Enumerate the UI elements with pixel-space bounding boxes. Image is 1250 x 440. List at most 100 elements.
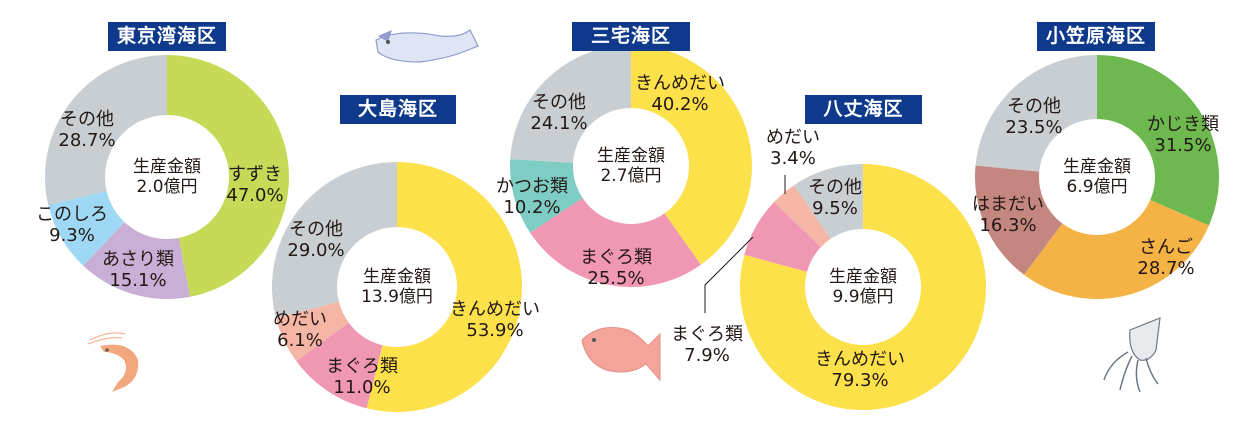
donut-slice <box>83 222 191 299</box>
slice-value: 9.5% <box>812 198 858 219</box>
center-label-line: 2.0億円 <box>136 177 198 197</box>
slice-category: すずき <box>228 164 282 185</box>
slice-value: 10.2% <box>503 197 561 218</box>
slice-value: 47.0% <box>226 185 284 206</box>
center-label-line: 6.9億円 <box>1066 177 1128 197</box>
slice-label: めだい 6.1% <box>273 309 327 351</box>
donut-slice <box>1097 55 1219 226</box>
slice-category: その他 <box>808 177 862 198</box>
slice-category: まぐろ類 <box>326 356 398 377</box>
slice-label: その他 23.5% <box>1005 96 1062 138</box>
slice-label: その他 24.1% <box>530 92 587 134</box>
slice-value: 28.7% <box>58 130 116 151</box>
slice-category: その他 <box>1007 96 1061 117</box>
center-label-line: 2.7億円 <box>600 166 662 186</box>
slice-category: あさり類 <box>102 249 174 270</box>
donut-slice <box>773 185 831 247</box>
donut-slice <box>45 55 167 205</box>
slice-category: きんめだい <box>450 299 540 320</box>
slice-label: すずき 47.0% <box>226 164 283 206</box>
slice-category: このしろ <box>36 204 108 225</box>
slice-value: 29.0% <box>287 240 345 261</box>
slice-label: めだい 3.4% <box>766 127 820 169</box>
donut-center-label: 生産金額 13.9億円 <box>361 267 433 307</box>
donut-center-label: 生産金額 2.7億円 <box>597 146 665 186</box>
center-label-line: 生産金額 <box>362 267 431 287</box>
donut-slice <box>167 55 289 297</box>
chart-title-ogasawara: 小笠原海区 <box>1037 22 1155 51</box>
center-label-line: 13.9億円 <box>361 287 433 307</box>
slice-label: きんめだい 40.2% <box>635 73 725 115</box>
slice-category: まぐろ類 <box>580 247 652 268</box>
chart-title-hachijo: 八丈海区 <box>805 95 922 124</box>
slice-label: きんめだい 79.3% <box>815 349 905 391</box>
donut-slice <box>272 162 397 319</box>
slice-label: はまだい 16.3% <box>972 194 1044 236</box>
slice-category: きんめだい <box>815 349 905 370</box>
slice-value: 79.3% <box>831 370 889 391</box>
squid-icon <box>1103 317 1161 393</box>
slice-label: まぐろ類 11.0% <box>326 356 398 398</box>
donut-slice <box>975 55 1097 172</box>
slice-category: さんご <box>1139 237 1193 258</box>
slice-value: 23.5% <box>1005 117 1063 138</box>
donut-slice <box>510 159 583 233</box>
slice-label: かじき類 31.5% <box>1147 114 1219 156</box>
leader-line-hachijo-maguro <box>704 236 754 313</box>
slice-category: かじき類 <box>1147 114 1219 135</box>
slice-value: 9.3% <box>49 225 95 246</box>
center-label-line: 9.9億円 <box>832 287 894 307</box>
slice-label: あさり類 15.1% <box>102 249 174 291</box>
slice-category: まぐろ類 <box>671 324 743 345</box>
slice-label: まぐろ類 7.9% <box>671 324 743 366</box>
slice-label: かつお類 10.2% <box>496 176 568 218</box>
slice-category: その他 <box>289 219 343 240</box>
slice-category: めだい <box>766 127 820 148</box>
slice-value: 25.5% <box>587 268 645 289</box>
slice-value: 53.9% <box>466 320 524 341</box>
slice-category: その他 <box>532 92 586 113</box>
donut-slice <box>744 202 822 272</box>
slice-value: 6.1% <box>277 330 323 351</box>
chart-title-oshima: 大島海区 <box>340 95 456 124</box>
donut-center-label: 生産金額 6.9億円 <box>1063 157 1131 197</box>
slice-label: その他 9.5% <box>808 177 862 219</box>
donut-slice <box>510 45 631 163</box>
donut-slice <box>48 191 125 266</box>
donut-slice <box>366 162 522 412</box>
slice-label: このしろ 9.3% <box>36 204 108 246</box>
fish-icon <box>375 29 479 63</box>
slice-category: その他 <box>60 109 114 130</box>
slice-value: 16.3% <box>979 215 1037 236</box>
slice-value: 40.2% <box>651 94 709 115</box>
slice-category: めだい <box>273 309 327 330</box>
slice-label: その他 28.7% <box>58 109 115 151</box>
slice-value: 31.5% <box>1154 135 1212 156</box>
slice-value: 7.9% <box>684 345 730 366</box>
slice-label: きんめだい 53.9% <box>450 299 540 341</box>
center-label-line: 生産金額 <box>133 157 201 177</box>
slice-category: はまだい <box>972 194 1044 215</box>
center-label-line: 生産金額 <box>829 267 897 287</box>
sea-bream-icon <box>581 327 661 382</box>
slice-label: まぐろ類 25.5% <box>580 247 652 289</box>
slice-category: かつお類 <box>496 176 568 197</box>
donut-slice <box>975 165 1063 275</box>
slice-value: 28.7% <box>1137 258 1195 279</box>
donut-slice <box>1024 200 1209 300</box>
donut-slice <box>275 301 349 362</box>
slice-value: 15.1% <box>109 270 167 291</box>
slice-value: 24.1% <box>530 113 588 134</box>
donut-center-label: 生産金額 9.9億円 <box>829 267 897 307</box>
slice-value: 11.0% <box>333 377 391 398</box>
slice-label: さんご 28.7% <box>1137 237 1194 279</box>
donut-slice <box>631 45 752 265</box>
center-label-line: 生産金額 <box>1063 157 1131 177</box>
donut-slice <box>296 322 383 409</box>
donut-slice <box>740 164 986 410</box>
slice-label: その他 29.0% <box>287 219 344 261</box>
donut-slice <box>793 164 863 240</box>
shrimp-icon <box>87 332 139 392</box>
